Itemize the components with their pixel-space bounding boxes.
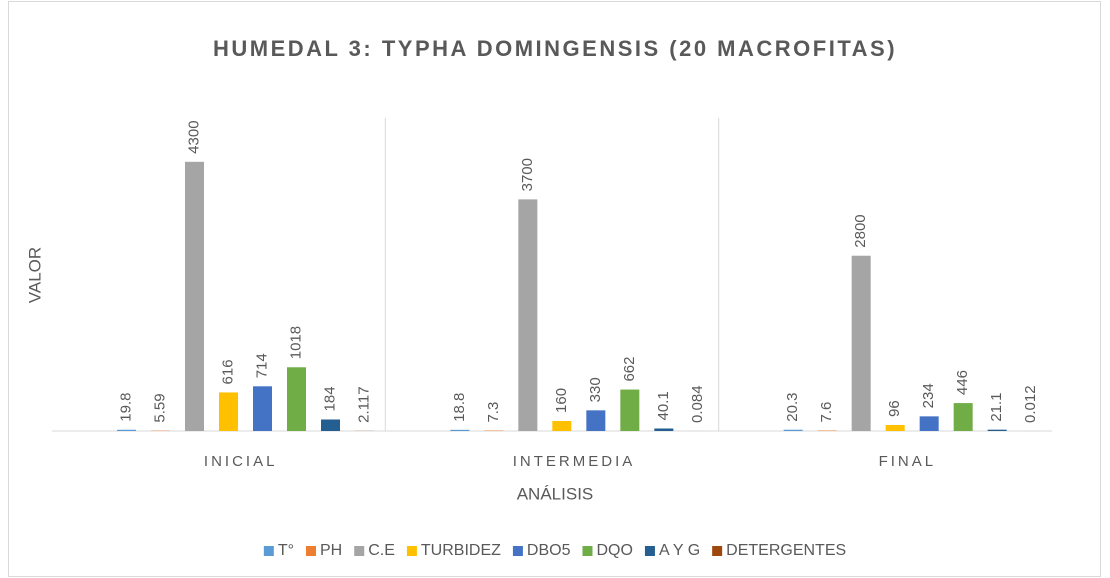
data-label: 4300 xyxy=(185,120,202,153)
y-axis-title: VALOR xyxy=(25,247,44,303)
legend: T° PH C.E TURBIDEZ DBO5 DQO A Y G DETERGENTES xyxy=(263,542,846,559)
bar xyxy=(885,424,905,431)
bar xyxy=(185,161,204,431)
data-label: 330 xyxy=(587,377,604,402)
data-label: 1018 xyxy=(287,326,304,359)
data-label: 21.1 xyxy=(988,392,1005,421)
data-label: 0.084 xyxy=(689,385,706,423)
bar xyxy=(287,367,306,431)
data-label: 7.3 xyxy=(485,402,502,423)
bar xyxy=(219,392,238,431)
bar xyxy=(117,429,136,431)
chart-title: HUMEDAL 3: TYPHA DOMINGENSIS (20 MACROFI… xyxy=(213,36,897,61)
data-label: 7.6 xyxy=(818,402,835,423)
legend-label: DBO5 xyxy=(527,542,571,559)
data-label: 616 xyxy=(219,359,236,384)
bar xyxy=(919,416,939,431)
legend-label: A Y G xyxy=(659,542,700,559)
legend-label: C.E xyxy=(368,542,395,559)
data-label: 0.012 xyxy=(1022,385,1039,423)
data-label: 160 xyxy=(553,388,570,413)
data-label: 662 xyxy=(621,357,638,382)
data-label: 3700 xyxy=(519,158,536,191)
x-tick-label: FINAL xyxy=(879,453,937,470)
bar xyxy=(321,419,340,431)
legend-label: DQO xyxy=(596,542,632,559)
data-label: 96 xyxy=(886,400,903,417)
data-label: 446 xyxy=(954,370,971,395)
bar xyxy=(518,199,538,431)
legend-label: TURBIDEZ xyxy=(421,542,501,559)
legend-swatch xyxy=(306,546,316,556)
legend-label: DETERGENTES xyxy=(726,542,846,559)
data-label: 2.117 xyxy=(355,386,372,422)
bar xyxy=(253,386,272,431)
x-tick-label: INTERMEDIA xyxy=(513,453,636,470)
x-tick-label: INICIAL xyxy=(204,453,278,470)
bar xyxy=(654,428,674,431)
bar xyxy=(783,429,803,431)
legend-swatch xyxy=(406,546,417,556)
legend-swatch xyxy=(712,546,723,556)
bar xyxy=(987,429,1007,431)
legend-swatch xyxy=(263,546,274,556)
legend-swatch xyxy=(354,546,365,556)
bar xyxy=(851,255,871,431)
data-label: 5.59 xyxy=(151,393,168,422)
bar xyxy=(586,410,606,431)
data-label: 19.8 xyxy=(117,393,134,422)
data-label: 18.8 xyxy=(451,393,468,422)
legend-swatch xyxy=(582,546,593,556)
data-label: 40.1 xyxy=(655,391,672,420)
bar xyxy=(450,429,470,431)
data-label: 20.3 xyxy=(784,393,801,422)
legend-swatch xyxy=(644,546,655,556)
legend-swatch xyxy=(512,546,523,556)
bar xyxy=(953,403,973,431)
data-label: 184 xyxy=(321,386,338,411)
data-label: 234 xyxy=(920,383,937,408)
legend-label: PH xyxy=(320,542,342,559)
x-axis-title: ANÁLISIS xyxy=(517,484,594,503)
bar xyxy=(552,420,572,431)
data-label: 714 xyxy=(253,353,270,378)
bar xyxy=(620,389,640,431)
legend-label: T° xyxy=(278,542,294,559)
data-label: 2800 xyxy=(852,214,869,247)
